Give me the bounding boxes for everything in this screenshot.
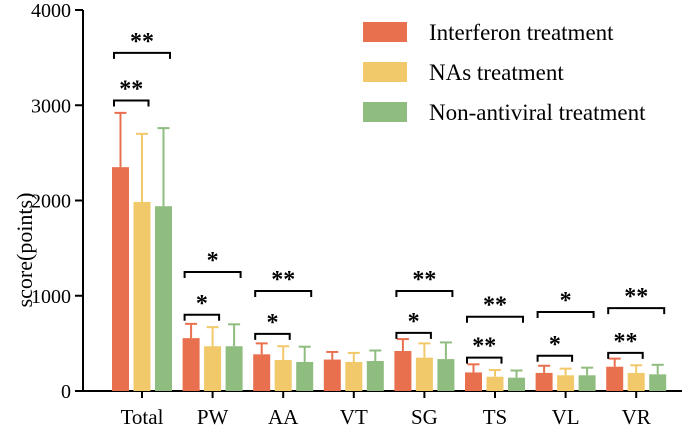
legend-label: Non-antiviral treatment [429, 100, 646, 125]
x-tick-label: SG [411, 405, 438, 429]
significance-bracket [183, 313, 221, 321]
bar [508, 377, 525, 391]
significance-bracket [466, 356, 503, 364]
bar [296, 361, 314, 391]
legend-label: NAs treatment [429, 60, 564, 85]
significance-label: * [408, 309, 420, 335]
significance-bracket [113, 51, 171, 59]
legend: Interferon treatment NAs treatment Non-ant… [363, 20, 646, 125]
bar [345, 361, 363, 391]
significance-label: ** [412, 267, 436, 293]
y-tick-label: 3000 [31, 95, 71, 117]
x-tick-label: AA [268, 405, 299, 429]
bar [486, 376, 504, 391]
bar [649, 374, 667, 391]
legend-swatch [363, 102, 407, 122]
y-tick-label: 4000 [31, 0, 71, 22]
bar [133, 201, 151, 391]
bar [606, 366, 624, 391]
bar [557, 375, 575, 391]
x-tick-label: VL [552, 405, 580, 429]
bar [437, 359, 455, 391]
significance-label: ** [613, 329, 637, 355]
significance-label: * [560, 288, 572, 314]
bars [112, 111, 667, 391]
axes: 0 1000 2000 3000 4000 Total PW AA VT SG TS VL VR [31, 0, 682, 429]
bar [253, 354, 271, 391]
significance-label: ** [119, 76, 143, 102]
y-tick-label: 2000 [31, 191, 71, 213]
legend-swatch [363, 22, 407, 42]
bar [535, 372, 553, 391]
significance-label: ** [130, 29, 154, 55]
significance-label: * [196, 291, 208, 317]
bar [225, 346, 243, 391]
significance-label: ** [472, 334, 496, 360]
significance-bracket [183, 270, 242, 278]
bar [323, 359, 341, 391]
significance-label: ** [624, 284, 648, 310]
bar [112, 167, 129, 391]
significance-bracket [607, 307, 666, 315]
bar [182, 338, 200, 391]
y-tick-label: 1000 [31, 286, 71, 308]
legend-swatch [363, 62, 407, 82]
bar [627, 372, 645, 391]
x-tick-label: Total [121, 405, 164, 429]
significance-bracket [395, 289, 454, 297]
significance-label: * [207, 248, 219, 274]
bar [204, 346, 222, 391]
bar [578, 375, 596, 391]
x-tick-label: VR [622, 405, 651, 429]
bar [366, 360, 384, 391]
x-tick-label: VT [340, 405, 368, 429]
bar [415, 357, 433, 391]
bar [155, 206, 172, 391]
x-tick-label: TS [483, 405, 508, 429]
significance-label: ** [483, 293, 507, 319]
legend-label: Interferon treatment [429, 20, 614, 45]
bar [465, 372, 482, 391]
significance-label: * [266, 310, 278, 336]
y-axis-label: score(points) [12, 193, 37, 308]
y-tick-label: 0 [61, 381, 71, 403]
significance-markers: ********************** [113, 29, 666, 364]
significance-bracket [113, 99, 150, 107]
significance-bracket [607, 351, 644, 359]
bar [394, 350, 412, 391]
significance-bracket [254, 289, 313, 297]
significance-label: * [549, 332, 561, 358]
significance-bracket [536, 310, 595, 318]
significance-bracket [536, 354, 574, 362]
significance-bracket [466, 315, 524, 323]
bar [274, 360, 292, 391]
x-tick-label: PW [197, 405, 229, 429]
significance-bracket [395, 331, 432, 339]
significance-bracket [254, 332, 291, 340]
significance-label: ** [271, 267, 295, 293]
